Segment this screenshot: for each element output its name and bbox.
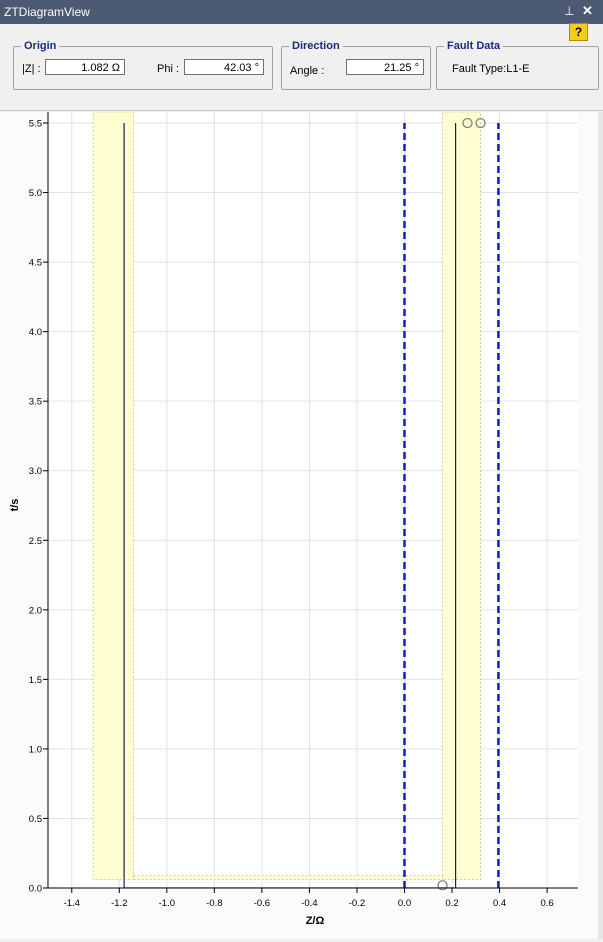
characteristic: [123, 123, 457, 888]
y-tick-label: 3.0: [29, 466, 42, 477]
x-tick-label: 0.4: [493, 898, 506, 909]
marker-top-1: [462, 117, 473, 129]
help-icon[interactable]: ?: [569, 23, 588, 41]
fault-data-group: Fault Data: [436, 40, 599, 90]
window-title: ZTDiagramView: [4, 5, 90, 19]
x-tick-label: -0.2: [349, 898, 365, 909]
x-tick-label: -1.4: [64, 898, 80, 909]
z-value-field[interactable]: 1.082 Ω: [45, 59, 125, 75]
y-tick-label: 2.5: [29, 536, 42, 547]
x-tick-label: 0.2: [445, 898, 458, 909]
y-tick-label: 2.0: [29, 605, 42, 616]
z-label: |Z| :: [22, 63, 41, 75]
x-tick-label: -0.8: [206, 898, 222, 909]
y-tick-label: 4.0: [29, 327, 42, 338]
zt-diagram-area[interactable]: -1.4 -1.2 -1.0 -0.8 -0.6 -0.4 -0.2 0.0 0.2 0.4 0.6…: [0, 112, 603, 939]
y-tick-label: 1.0: [29, 744, 42, 755]
bottom-band: [133, 875, 443, 881]
x-tick-label: -0.6: [254, 898, 270, 909]
phi-value-field[interactable]: 42.03 °: [184, 59, 264, 75]
right-band: [442, 112, 481, 881]
close-icon[interactable]: ✕: [582, 3, 593, 18]
direction-legend: Direction: [292, 40, 340, 52]
marker-top-2: [475, 117, 486, 129]
zt-diagram-chart[interactable]: -1.4 -1.2 -1.0 -0.8 -0.6 -0.4 -0.2 0.0 0.2 0.4 0.6…: [0, 112, 598, 939]
pin-icon[interactable]: ⊥: [564, 4, 575, 18]
angle-label: Angle :: [290, 65, 325, 77]
left-band: [92, 112, 134, 881]
direction-group: Direction: [281, 40, 431, 90]
origin-legend: Origin: [24, 40, 57, 52]
y-axis-label: t/s: [9, 499, 21, 512]
y-tick-label: 0.5: [29, 814, 42, 825]
x-tick-label: 0.6: [540, 898, 553, 909]
angle-value-field[interactable]: 21.25 °: [346, 59, 424, 75]
y-tick-label: 1.5: [29, 675, 42, 686]
x-tick-label: -1.0: [159, 898, 175, 909]
y-tick-label: 5.0: [29, 188, 42, 199]
y-tick-label: 3.5: [29, 397, 42, 408]
x-tick-label: 0.0: [398, 898, 411, 909]
phi-label: Phi :: [157, 63, 180, 75]
fault-type-text: Fault Type:L1-E: [452, 63, 530, 75]
x-tick-label: -1.2: [111, 898, 127, 909]
title-bar: ZTDiagramView ⊥ ✕: [0, 0, 603, 24]
x-tick-label: -0.4: [301, 898, 317, 909]
parameter-panel: Origin |Z| : 1.082 Ω Phi : 42.03 ° Direc…: [0, 24, 603, 111]
y-tick-label: 4.5: [29, 258, 42, 269]
y-tick-label: 5.5: [29, 119, 42, 130]
origin-group: Origin: [13, 40, 273, 90]
fault-data-legend: Fault Data: [447, 40, 501, 52]
scrollbar-strip: [598, 112, 603, 939]
plot-background: [48, 112, 578, 888]
marker-bottom: [437, 880, 448, 891]
x-axis-label: Z/Ω: [306, 915, 325, 927]
y-tick-label: 0.0: [29, 884, 42, 895]
